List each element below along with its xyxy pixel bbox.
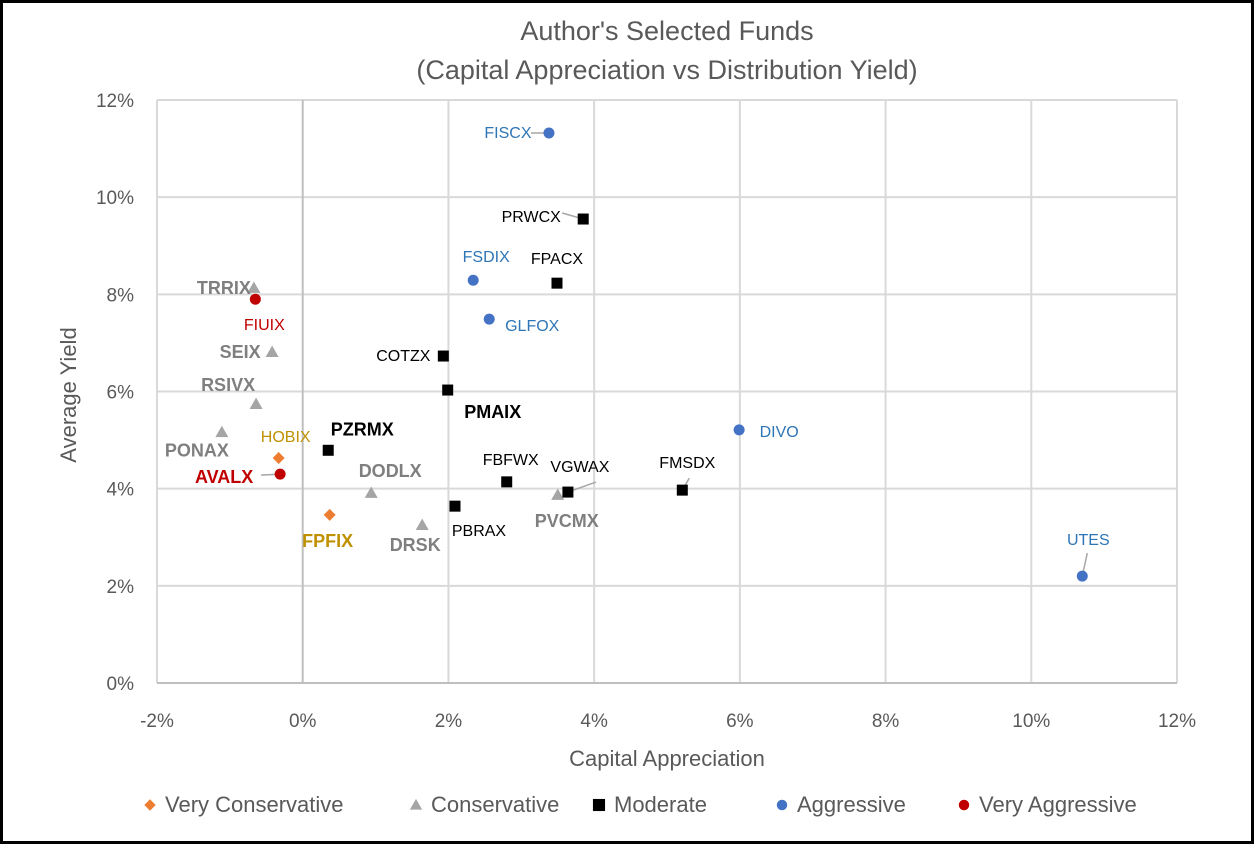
point-dodlx: [364, 486, 378, 498]
label-seix: SEIX: [220, 342, 261, 362]
y-tick-labels: 0% 2% 4% 6% 8% 10% 12%: [96, 91, 134, 695]
point-ponax: [215, 425, 229, 438]
label-trrix: TRRIX: [197, 278, 251, 298]
point-cotzx: [437, 350, 449, 362]
chart-title: Author's Selected Funds: [520, 16, 813, 46]
point-fiscx: [543, 127, 555, 139]
legend: Very Conservative Conservative Moderate Agg…: [144, 792, 1137, 817]
point-fpacx: [551, 277, 563, 289]
label-fpfix: FPFIX: [302, 531, 353, 551]
y-tick-label: 6%: [107, 383, 135, 404]
y-tick-label: 2%: [107, 577, 135, 598]
y-tick-label: 8%: [107, 285, 135, 306]
x-tick-label: -2%: [140, 711, 174, 732]
axes: [157, 100, 1177, 684]
point-hobix: [272, 452, 285, 465]
label-glfox: GLFOX: [505, 318, 560, 335]
point-avalx: [274, 468, 286, 480]
legend-marker-very-aggressive: [958, 799, 970, 811]
label-vgwax: VGWAX: [550, 459, 609, 476]
label-rsivx: RSIVX: [201, 375, 255, 395]
legend-marker-conservative: [409, 798, 423, 810]
y-tick-label: 12%: [96, 91, 134, 112]
point-fiuix: [249, 293, 261, 305]
label-fiscx: FISCX: [484, 125, 531, 142]
label-utes: UTES: [1067, 532, 1110, 549]
legend-label-moderate: Moderate: [614, 792, 707, 817]
point-pvcmx: [551, 488, 565, 500]
point-drsk: [415, 518, 429, 530]
label-fiuix: FIUIX: [244, 317, 285, 334]
x-tick-label: 0%: [289, 711, 317, 732]
legend-marker-aggressive: [776, 799, 788, 811]
chart-subtitle: (Capital Appreciation vs Distribution Yi…: [416, 55, 917, 85]
x-tick-label: 12%: [1158, 711, 1196, 732]
point-fsdix: [467, 274, 479, 286]
point-fpfix: [323, 508, 336, 521]
x-tick-label: 4%: [580, 711, 608, 732]
label-pzrmx: PZRMX: [331, 419, 394, 439]
legend-label-conservative: Conservative: [431, 792, 559, 817]
point-vgwax: [562, 486, 574, 498]
x-tick-label: 6%: [726, 711, 754, 732]
scatter-chart: Author's Selected Funds (Capital Appreci…: [56, 16, 1196, 817]
data-points: [215, 127, 1088, 582]
legend-label-aggressive: Aggressive: [797, 792, 906, 817]
y-tick-label: 10%: [96, 188, 134, 209]
gridlines: [156, 99, 1178, 684]
point-glfox: [483, 313, 495, 325]
point-pbrax: [449, 500, 461, 512]
legend-label-very-conservative: Very Conservative: [165, 792, 344, 817]
label-ponax: PONAX: [165, 440, 229, 460]
point-trrix: [247, 281, 261, 293]
point-fbfwx: [501, 476, 513, 488]
point-utes: [1076, 570, 1088, 582]
label-avalx: AVALX: [195, 467, 253, 487]
y-tick-label: 4%: [107, 480, 135, 501]
x-tick-label: 2%: [435, 711, 463, 732]
label-pvcmx: PVCMX: [535, 511, 599, 531]
label-pmaix: PMAIX: [464, 402, 521, 422]
label-prwcx: PRWCX: [502, 209, 562, 226]
label-pbrax: PBRAX: [452, 523, 507, 540]
point-pmaix: [442, 384, 454, 396]
point-fmsdx: [676, 484, 688, 496]
point-rsivx: [249, 397, 263, 410]
label-hobix: HOBIX: [261, 429, 311, 446]
label-fbfwx: FBFWX: [483, 452, 539, 469]
x-tick-label: 8%: [872, 711, 900, 732]
label-drsk: DRSK: [390, 535, 441, 555]
label-fsdix: FSDIX: [463, 249, 510, 266]
label-divo: DIVO: [760, 424, 799, 441]
label-fpacx: FPACX: [531, 251, 583, 268]
legend-label-very-aggressive: Very Aggressive: [979, 792, 1137, 817]
label-fmsdx: FMSDX: [659, 455, 715, 472]
label-cotzx: COTZX: [376, 348, 431, 365]
legend-marker-very-conservative: [144, 799, 156, 811]
data-labels: HOBIX FPFIX TRRIX SEIX RSIVX PONAX DODLX DRSK PV…: [165, 125, 1110, 555]
label-dodlx: DODLX: [359, 461, 422, 481]
x-tick-label: 10%: [1012, 711, 1050, 732]
x-axis-title: Capital Appreciation: [569, 746, 765, 771]
point-pzrmx: [322, 444, 334, 456]
y-tick-label: 0%: [107, 674, 135, 695]
x-tick-labels: -2% 0% 2% 4% 6% 8% 10% 12%: [140, 711, 1196, 732]
point-prwcx: [577, 213, 589, 225]
y-axis-title: Average Yield: [56, 327, 81, 462]
point-divo: [733, 424, 745, 436]
legend-marker-moderate: [592, 798, 606, 812]
point-seix: [265, 345, 279, 358]
